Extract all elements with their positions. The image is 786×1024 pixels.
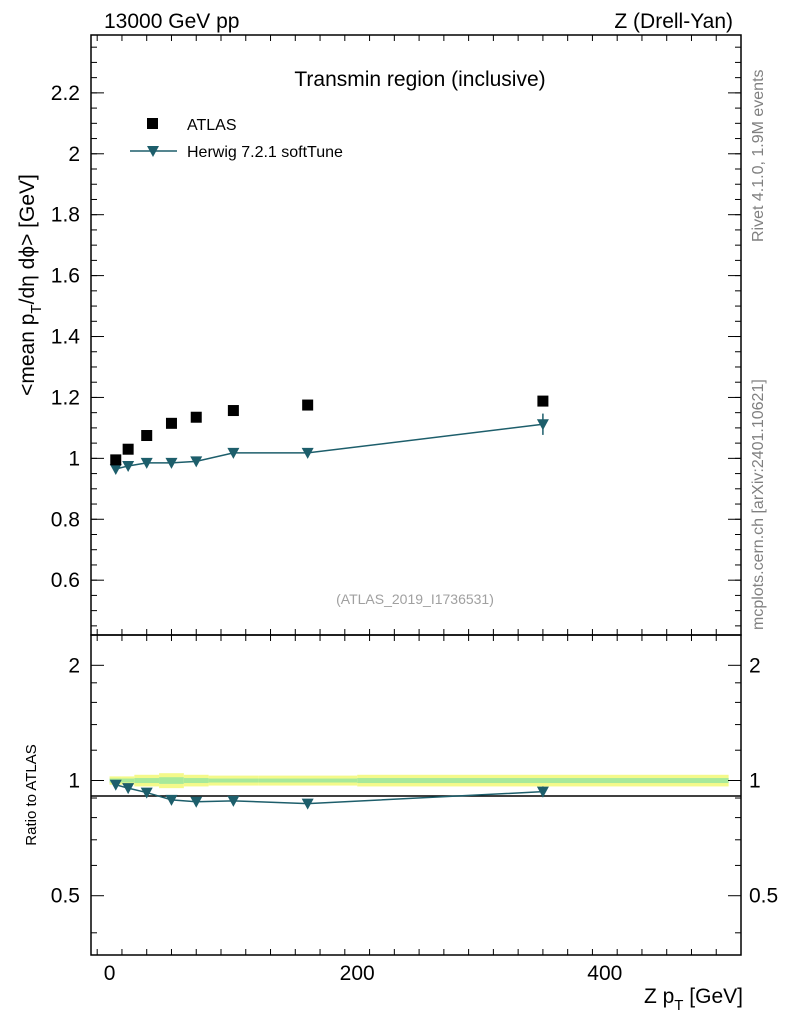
main-panel: 0.6 0.8 1 1.2 1.4 1.6 1.8 2 2.2 Transmin region …: [16, 34, 742, 636]
herwig-ratio-point: [190, 796, 203, 808]
y-tick-label: 1: [68, 447, 80, 470]
herwig-point: [109, 464, 122, 476]
ratio-band-inner: [183, 778, 209, 784]
ratio-uncertainty-band: [109, 773, 729, 789]
x-tick-label: 400: [587, 962, 622, 985]
atlas-point: [227, 405, 239, 417]
herwig-point: [140, 457, 153, 469]
atlas-point: [165, 417, 177, 429]
source-info-label: mcplots.cern.ch [arXiv:2401.10621]: [750, 379, 767, 630]
ratio-y-tick-label: 1: [68, 770, 80, 793]
herwig-ratio-point: [140, 787, 153, 799]
x-axis-ticks: 0 200 400: [96, 35, 717, 985]
legend-herwig-label: Herwig 7.2.1 softTune: [187, 144, 343, 161]
ratio-data-layer: [109, 779, 549, 810]
legend-atlas-marker: [147, 118, 158, 129]
ratio-y-axis-label: Ratio to ATLAS: [23, 744, 40, 845]
y-tick-label: 0.8: [51, 508, 80, 531]
y-tick-label: 2: [68, 143, 80, 166]
x-tick-label: 200: [340, 962, 375, 985]
atlas-point: [302, 399, 314, 411]
herwig-point: [301, 447, 314, 459]
x-axis-label: Z pT [GeV]: [644, 985, 743, 1014]
ratio-band-inner: [159, 777, 184, 784]
x-tick-label: 0: [104, 962, 116, 985]
y-tick-label: 1.6: [51, 265, 80, 288]
herwig-point: [190, 456, 203, 468]
herwig-ratio-point: [301, 798, 314, 810]
legend: ATLAS Herwig 7.2.1 softTune: [130, 117, 343, 161]
ratio-band-inner: [134, 778, 160, 784]
ratio-axis-ticks: 0.5 0.5 1 1 2 2: [51, 654, 778, 934]
main-axis-ticks: 0.6 0.8 1 1.2 1.4 1.6 1.8 2 2.2: [51, 46, 741, 627]
herwig-point: [227, 447, 240, 459]
y-tick-label: 1.8: [51, 204, 80, 227]
y-tick-label: 2.2: [51, 82, 80, 105]
herwig-ratio-point: [536, 786, 549, 798]
ratio-y-tick-label-right: 0.5: [749, 885, 778, 908]
y-axis-label: <mean pT/dη dϕ> [GeV]: [16, 174, 45, 396]
ratio-y-tick-label-right: 2: [749, 654, 761, 677]
y-tick-label: 1.2: [51, 386, 80, 409]
atlas-point: [110, 454, 122, 466]
herwig-point: [165, 457, 178, 469]
herwig-point: [536, 419, 549, 431]
ratio-band-inner: [208, 778, 259, 783]
analysis-id-label: (ATLAS_2019_I1736531): [336, 591, 494, 607]
y-tick-label: 0.6: [51, 569, 80, 592]
ratio-panel: 0.5 0.5 1 1 2 2 Ratio to ATLAS: [23, 634, 778, 956]
herwig-ratio-point: [109, 779, 122, 791]
main-data-layer: [109, 395, 549, 476]
ratio-y-tick-label-right: 1: [749, 770, 761, 793]
legend-herwig-marker: [147, 146, 159, 157]
herwig-ratio-point: [122, 783, 135, 795]
ratio-y-tick-label: 2: [68, 654, 80, 677]
herwig-ratio-point: [227, 795, 240, 807]
atlas-point: [190, 411, 202, 423]
ratio-band-inner: [121, 778, 135, 783]
herwig-point: [122, 460, 135, 472]
ratio-panel-frame: [90, 634, 742, 956]
atlas-point: [122, 443, 134, 455]
plot-title: Transmin region (inclusive): [294, 68, 545, 91]
ratio-y-tick-label: 0.5: [51, 885, 80, 908]
process-label: Z (Drell-Yan): [614, 10, 733, 33]
atlas-point: [537, 395, 549, 407]
energy-label: 13000 GeV pp: [104, 10, 239, 33]
ratio-band-inner: [258, 778, 358, 783]
ratio-band-inner: [357, 778, 729, 784]
herwig-ratio-point: [165, 794, 178, 806]
rivet-info-label: Rivet 4.1.0, 1.9M events: [750, 69, 767, 242]
herwig-ratio-line: [115, 783, 543, 805]
legend-atlas-label: ATLAS: [187, 117, 237, 134]
y-tick-label: 1.4: [51, 326, 81, 349]
atlas-point: [141, 430, 153, 442]
herwig-series-line: [115, 423, 543, 470]
